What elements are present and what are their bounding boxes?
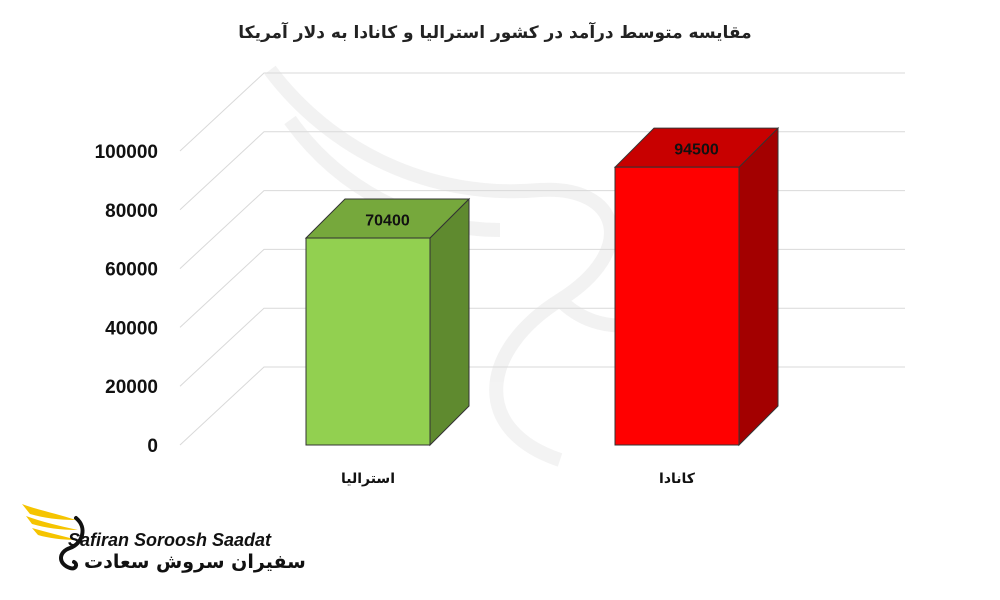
gridlines	[179, 72, 905, 446]
bird-wing-logo-icon	[22, 504, 85, 571]
x-axis-ticks: استرالیا کانادا	[341, 471, 696, 487]
y-tick-label: 80000	[105, 201, 158, 222]
y-tick-label: 60000	[105, 260, 158, 281]
bar	[304, 197, 471, 447]
gridline	[179, 366, 905, 446]
chart-title: مقایسه متوسط درآمد در کشور استرالیا و کا…	[238, 21, 751, 43]
y-axis-ticks: 0 20000 40000 60000 80000 100000	[95, 142, 158, 457]
y-tick-label: 40000	[105, 318, 158, 339]
brand-name-en: Safiran Soroosh Saadat	[68, 530, 272, 550]
data-label: 94500	[674, 142, 719, 159]
x-tick-label: استرالیا	[341, 471, 395, 487]
y-tick-label: 0	[147, 436, 158, 457]
y-tick-label: 100000	[95, 142, 158, 163]
data-label: 70400	[365, 213, 410, 230]
x-tick-label: کانادا	[659, 471, 696, 487]
gridline	[179, 131, 905, 211]
gridline	[179, 72, 905, 152]
gridline	[179, 190, 905, 269]
bar	[613, 126, 780, 447]
y-tick-label: 20000	[105, 377, 158, 398]
bars: 70400 94500	[304, 126, 780, 447]
brand-name-fa: سفیران سروش سعادت	[84, 551, 306, 573]
